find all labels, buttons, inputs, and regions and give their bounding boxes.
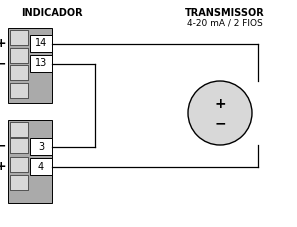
Text: 14: 14 bbox=[35, 39, 47, 49]
Text: +: + bbox=[214, 97, 226, 111]
Bar bbox=[10, 83, 28, 98]
Bar bbox=[30, 158, 52, 175]
Bar bbox=[8, 28, 52, 103]
Text: INDICADOR: INDICADOR bbox=[21, 8, 83, 18]
Text: 4: 4 bbox=[38, 161, 44, 172]
Bar bbox=[10, 138, 28, 153]
Text: TRANSMISSOR: TRANSMISSOR bbox=[185, 8, 265, 18]
Text: −: − bbox=[214, 116, 226, 130]
Circle shape bbox=[188, 81, 252, 145]
Bar bbox=[10, 122, 28, 137]
Bar bbox=[30, 35, 52, 52]
Text: +: + bbox=[0, 37, 6, 50]
Text: −: − bbox=[0, 57, 6, 70]
Text: 3: 3 bbox=[38, 141, 44, 151]
Bar bbox=[10, 30, 28, 45]
Text: +: + bbox=[0, 160, 6, 173]
Text: −: − bbox=[0, 140, 6, 153]
Bar bbox=[30, 55, 52, 72]
Bar bbox=[10, 175, 28, 190]
Bar bbox=[8, 120, 52, 203]
Text: 4-20 mA / 2 FIOS: 4-20 mA / 2 FIOS bbox=[187, 19, 263, 28]
Bar bbox=[10, 65, 28, 80]
Bar bbox=[10, 157, 28, 172]
Bar bbox=[10, 48, 28, 63]
Text: 13: 13 bbox=[35, 59, 47, 69]
Bar bbox=[30, 138, 52, 155]
